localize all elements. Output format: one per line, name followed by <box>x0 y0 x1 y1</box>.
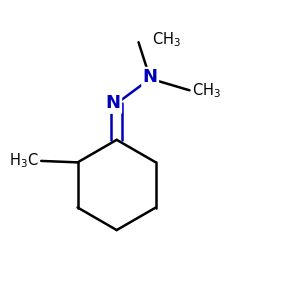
Text: N: N <box>143 68 158 86</box>
Text: CH$_3$: CH$_3$ <box>152 30 181 49</box>
Text: N: N <box>106 94 121 112</box>
Text: CH$_3$: CH$_3$ <box>192 81 221 100</box>
Text: H$_3$C: H$_3$C <box>9 152 38 170</box>
